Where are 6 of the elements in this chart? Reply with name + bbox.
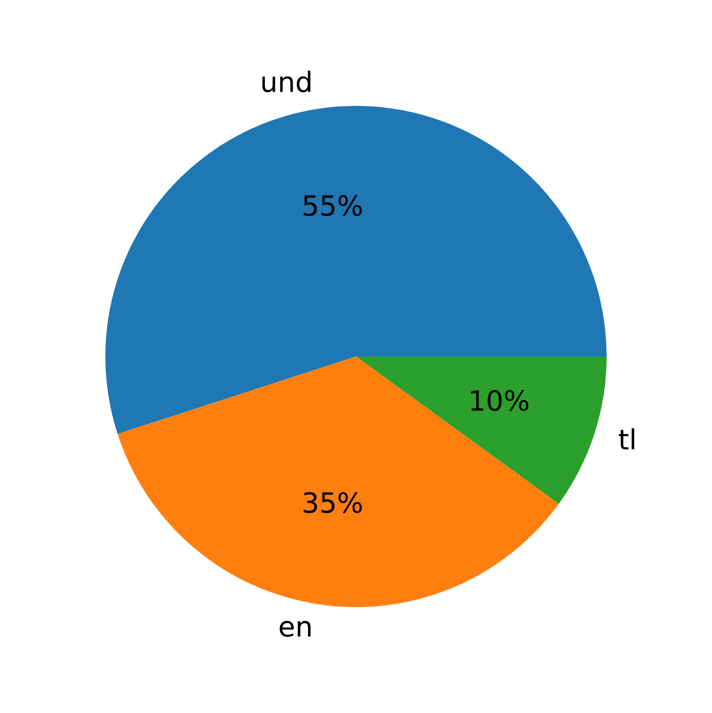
slice-label: tl (618, 428, 634, 450)
data-label: 10% (471, 390, 528, 412)
slice-label: en (280, 620, 311, 637)
data-label: 35% (304, 492, 362, 514)
data-label: 55% (304, 195, 362, 216)
slice-label: und (262, 70, 310, 92)
